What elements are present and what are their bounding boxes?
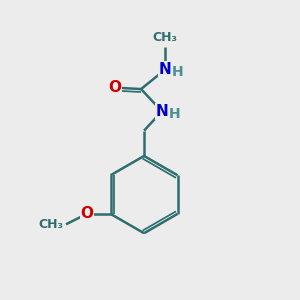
Text: N: N [158, 62, 171, 77]
Text: O: O [80, 206, 93, 221]
Text: CH₃: CH₃ [152, 31, 177, 44]
Text: H: H [169, 107, 180, 121]
Text: CH₃: CH₃ [38, 218, 63, 231]
Text: H: H [172, 65, 183, 79]
Text: N: N [155, 104, 168, 119]
Text: O: O [108, 80, 121, 95]
